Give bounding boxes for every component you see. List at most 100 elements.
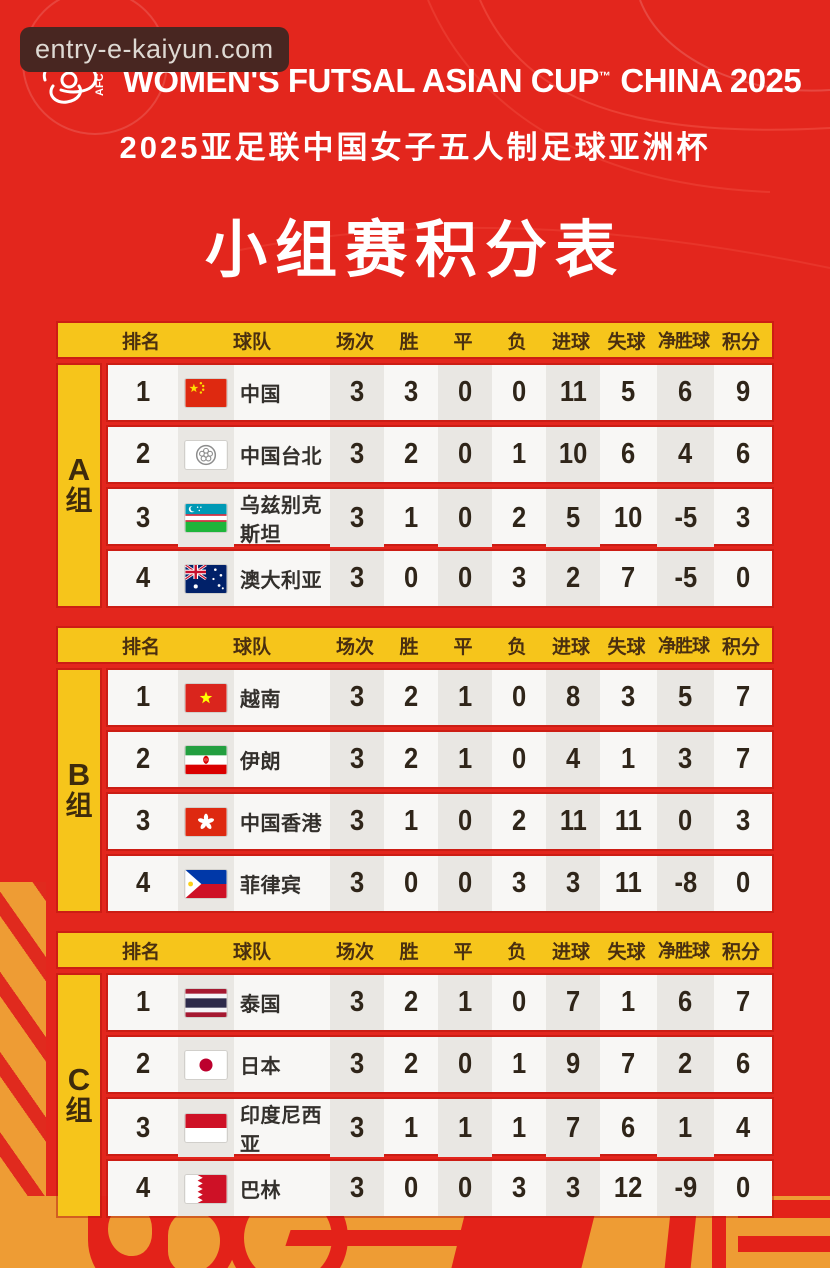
goal-diff-cell: -5 [657,489,714,547]
goals-for-value: 7 [565,1111,581,1144]
goal-diff-cell: 2 [657,1037,714,1092]
goals-for-cell: 7 [546,975,600,1030]
group-rows: 1 泰国 3 2 1 0 7 1 6 7 2 日本 3 2 0 1 9 7 2 6 3 印度尼西亚 3 1 1 1 7 6 1 4 4 巴林 3… [108,975,772,1216]
goal-diff-value: -5 [674,562,697,594]
group-suffix: 组 [65,486,93,517]
won-cell: 1 [384,1099,438,1157]
team-row: 2 日本 3 2 0 1 9 7 2 6 [108,1037,772,1092]
won-cell: 0 [384,1161,438,1216]
flag-cell [178,732,234,787]
lost-value: 1 [511,438,527,470]
rank-value: 2 [135,1048,151,1080]
played-cell: 3 [330,975,384,1030]
won-value: 1 [403,1111,419,1144]
points-cell: 4 [714,1099,772,1157]
goal-diff-value: 6 [678,986,693,1018]
points-value: 3 [735,805,751,837]
flag-id-icon [185,1114,227,1142]
column-header-goals-against: 失球 [607,941,646,963]
played-value: 3 [349,1048,365,1080]
points-value: 9 [735,376,751,408]
flag-cell [178,551,234,606]
won-value: 2 [403,438,419,470]
goals-for-value: 4 [565,743,581,775]
won-value: 0 [403,562,419,594]
goals-for-cell: 5 [546,489,600,547]
team-row: 2 中国台北 3 2 0 1 10 6 4 6 [108,427,772,482]
rank-cell: 2 [108,732,178,787]
flag-cell [178,670,234,725]
won-cell: 2 [384,1037,438,1092]
drawn-value: 0 [457,1048,473,1080]
poster-header: AFC WOMEN'S FUTSAL ASIAN CUP™ CHINA 2025 … [0,0,830,289]
team-row: 3 印度尼西亚 3 1 1 1 7 6 1 4 [108,1099,772,1157]
rank-cell: 2 [108,1037,178,1092]
flag-hk-icon [185,807,227,836]
goals-for-cell: 9 [546,1037,600,1092]
drawn-value: 0 [457,438,473,470]
group-table-B: 排名 球队 场次胜平负进球 失球 净胜球 积分 B 组 1 越南 3 2 1 0 8 3 5 7 2 伊朗 3 2 1 0 4 1… [58,628,772,911]
goals-against-cell: 5 [600,365,657,420]
won-cell: 2 [384,670,438,725]
lost-cell: 0 [492,670,546,725]
won-value: 3 [403,376,419,408]
played-value: 3 [349,1111,365,1144]
column-header-won: 胜 [399,636,419,658]
goal-diff-value: 6 [678,376,693,408]
team-name: 中国台北 [240,446,322,468]
flag-cell [178,1037,234,1092]
goals-against-cell: 12 [600,1161,657,1216]
points-value: 0 [735,1172,751,1204]
points-cell: 7 [714,732,772,787]
played-value: 3 [349,376,365,408]
rank-value: 1 [135,986,151,1018]
won-cell: 2 [384,732,438,787]
column-header-played: 场次 [335,331,374,353]
team-name: 越南 [240,689,281,711]
group-rows: 1 越南 3 2 1 0 8 3 5 7 2 伊朗 3 2 1 0 4 1 3 7 3 中国香港 3 1 0 2 11 11 0 3 4 菲律… [108,670,772,911]
rank-value: 3 [135,501,151,534]
goal-diff-cell: -8 [657,856,714,911]
column-header-goal-diff: 净胜球 [658,331,710,351]
group-body: A 组 1 中国 3 3 0 0 11 5 6 9 2 中国台北 3 2 0 1 10 6 4 6 3 乌兹别克斯坦 3 1 0 2 5… [58,365,772,606]
rank-value: 4 [135,1172,151,1204]
goals-for-cell: 11 [546,794,600,849]
drawn-cell: 1 [438,732,492,787]
goals-for-value: 5 [565,501,581,534]
points-value: 3 [735,501,751,534]
won-value: 2 [403,986,419,1018]
goals-against-value: 3 [621,681,636,713]
goals-against-cell: 7 [600,551,657,606]
lost-cell: 1 [492,427,546,482]
rank-cell: 4 [108,1161,178,1216]
team-name: 中国香港 [240,813,322,835]
points-cell: 3 [714,489,772,547]
team-name: 伊朗 [240,751,281,773]
lost-value: 1 [511,1111,527,1144]
column-header-goals-against: 失球 [607,331,646,353]
drawn-value: 0 [457,562,473,594]
goals-for-cell: 3 [546,1161,600,1216]
won-cell: 3 [384,365,438,420]
goals-for-value: 2 [565,562,581,594]
lost-value: 0 [511,376,527,408]
won-value: 2 [403,681,419,713]
goals-against-cell: 11 [600,856,657,911]
flag-ph-icon [185,869,227,898]
goals-for-value: 3 [565,1172,581,1204]
points-value: 7 [735,986,751,1018]
column-header-lost: 负 [507,331,527,353]
goals-against-value: 1 [621,743,636,775]
played-cell: 3 [330,427,384,482]
played-value: 3 [349,681,365,713]
page-title: 小组赛积分表 [204,216,625,285]
column-header-points: 积分 [721,331,760,353]
flag-jp-icon [185,1050,227,1079]
goals-for-value: 9 [565,1048,581,1080]
goals-for-value: 8 [565,681,581,713]
points-cell: 6 [714,1037,772,1092]
flag-ir-icon [185,745,227,774]
points-cell: 3 [714,794,772,849]
points-cell: 6 [714,427,772,482]
played-value: 3 [349,562,365,594]
